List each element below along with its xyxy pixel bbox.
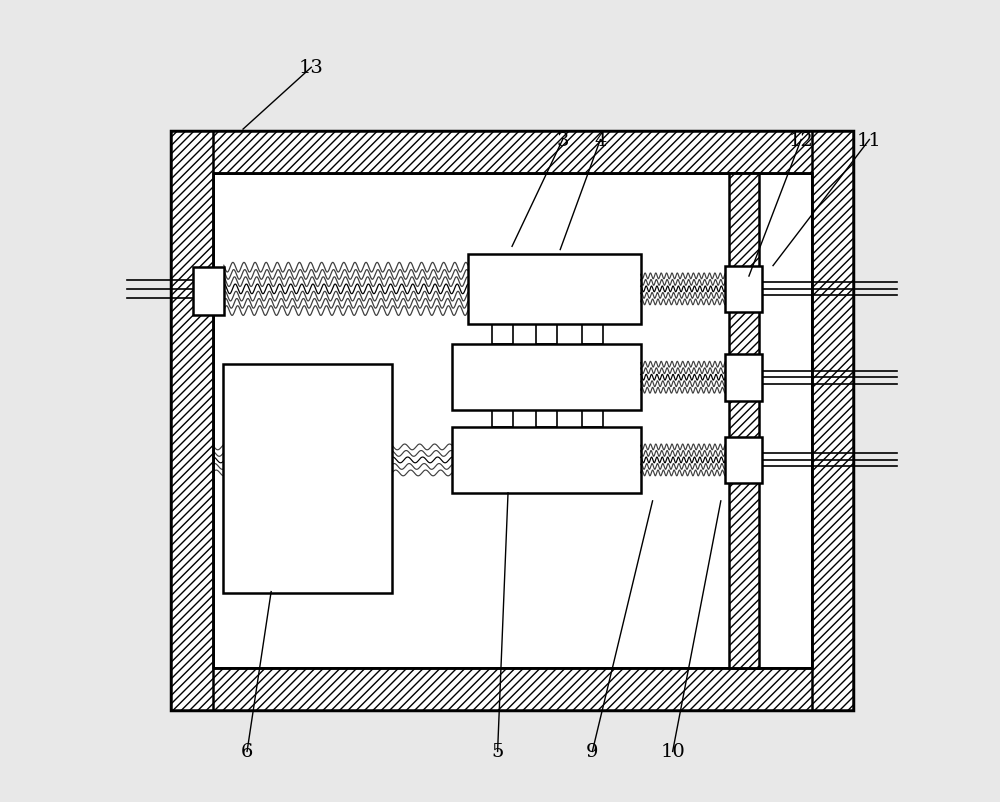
Bar xyxy=(582,325,603,345)
Bar xyxy=(213,174,812,668)
Text: 11: 11 xyxy=(857,132,882,149)
Text: 9: 9 xyxy=(586,743,599,760)
Bar xyxy=(812,132,853,710)
Bar xyxy=(171,132,853,174)
Text: 6: 6 xyxy=(241,743,253,760)
Bar xyxy=(492,325,513,345)
Bar xyxy=(492,411,513,427)
Bar xyxy=(223,365,392,593)
Bar xyxy=(725,437,762,484)
Bar xyxy=(468,254,641,325)
Bar xyxy=(536,325,557,345)
Text: 4: 4 xyxy=(594,132,607,149)
Bar xyxy=(193,268,224,316)
Text: 5: 5 xyxy=(491,743,504,760)
Bar xyxy=(171,132,213,710)
Bar xyxy=(452,427,641,493)
Text: 3: 3 xyxy=(556,132,569,149)
Bar xyxy=(729,174,759,668)
Bar xyxy=(171,132,853,710)
Bar xyxy=(582,411,603,427)
Bar xyxy=(725,266,762,313)
Bar xyxy=(213,174,812,668)
Text: 10: 10 xyxy=(660,743,685,760)
Bar xyxy=(452,345,641,411)
Bar xyxy=(536,411,557,427)
Bar xyxy=(171,668,853,710)
Text: 13: 13 xyxy=(299,59,324,77)
Bar xyxy=(725,354,762,401)
Text: 12: 12 xyxy=(789,132,814,149)
